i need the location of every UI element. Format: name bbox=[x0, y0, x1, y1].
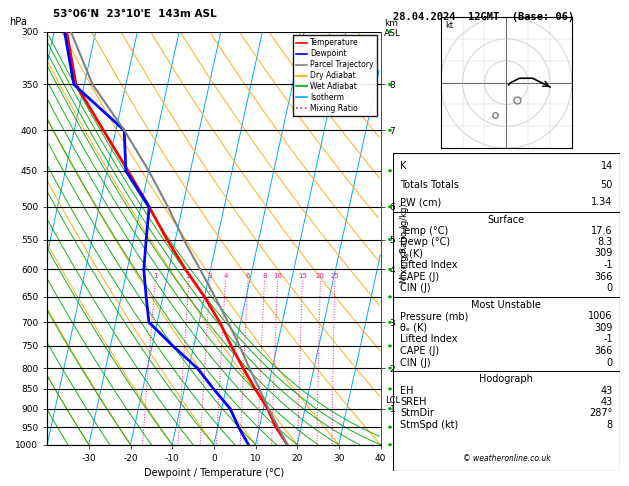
Text: Mixing Ratio (g/kg): Mixing Ratio (g/kg) bbox=[400, 203, 409, 283]
Text: -1: -1 bbox=[603, 260, 613, 270]
Text: CIN (J): CIN (J) bbox=[400, 283, 430, 293]
Text: θₑ (K): θₑ (K) bbox=[400, 323, 427, 332]
Text: StmSpd (kt): StmSpd (kt) bbox=[400, 420, 458, 430]
Text: 50: 50 bbox=[601, 180, 613, 190]
Text: CAPE (J): CAPE (J) bbox=[400, 346, 439, 356]
Text: CIN (J): CIN (J) bbox=[400, 358, 430, 367]
Text: 25: 25 bbox=[330, 273, 339, 279]
Text: 10: 10 bbox=[273, 273, 282, 279]
X-axis label: Dewpoint / Temperature (°C): Dewpoint / Temperature (°C) bbox=[144, 469, 284, 478]
Text: θₑ(K): θₑ(K) bbox=[400, 248, 424, 259]
Text: © weatheronline.co.uk: © weatheronline.co.uk bbox=[462, 454, 550, 463]
Text: ASL: ASL bbox=[384, 29, 401, 38]
Text: 8: 8 bbox=[606, 420, 613, 430]
Text: 1: 1 bbox=[153, 273, 157, 279]
Text: Lifted Index: Lifted Index bbox=[400, 334, 457, 344]
Text: 43: 43 bbox=[601, 385, 613, 396]
Text: 8: 8 bbox=[262, 273, 267, 279]
Text: 6: 6 bbox=[246, 273, 250, 279]
Text: 53°06'N  23°10'E  143m ASL: 53°06'N 23°10'E 143m ASL bbox=[53, 9, 217, 19]
Text: 2: 2 bbox=[187, 273, 191, 279]
Text: EH: EH bbox=[400, 385, 413, 396]
Text: 0: 0 bbox=[606, 358, 613, 367]
Text: Temp (°C): Temp (°C) bbox=[400, 226, 448, 236]
Text: 14: 14 bbox=[601, 161, 613, 171]
Text: StmDir: StmDir bbox=[400, 409, 434, 418]
Text: 20: 20 bbox=[316, 273, 325, 279]
Text: Lifted Index: Lifted Index bbox=[400, 260, 457, 270]
Text: Dewp (°C): Dewp (°C) bbox=[400, 237, 450, 247]
Text: PW (cm): PW (cm) bbox=[400, 197, 441, 208]
Text: 366: 366 bbox=[594, 272, 613, 281]
Text: 309: 309 bbox=[594, 323, 613, 332]
Legend: Temperature, Dewpoint, Parcel Trajectory, Dry Adiabat, Wet Adiabat, Isotherm, Mi: Temperature, Dewpoint, Parcel Trajectory… bbox=[292, 35, 377, 116]
Text: CAPE (J): CAPE (J) bbox=[400, 272, 439, 281]
Text: 287°: 287° bbox=[589, 409, 613, 418]
Text: Hodograph: Hodograph bbox=[479, 374, 533, 384]
Text: Surface: Surface bbox=[487, 215, 525, 225]
Text: 15: 15 bbox=[298, 273, 307, 279]
Text: 17.6: 17.6 bbox=[591, 226, 613, 236]
Text: Totals Totals: Totals Totals bbox=[400, 180, 459, 190]
Text: 3: 3 bbox=[208, 273, 212, 279]
Text: hPa: hPa bbox=[9, 17, 27, 27]
Text: Most Unstable: Most Unstable bbox=[471, 300, 542, 310]
Text: 4: 4 bbox=[223, 273, 228, 279]
Text: 8.3: 8.3 bbox=[598, 237, 613, 247]
Text: km: km bbox=[384, 19, 398, 29]
Text: Pressure (mb): Pressure (mb) bbox=[400, 311, 469, 321]
Text: SREH: SREH bbox=[400, 397, 426, 407]
Text: 309: 309 bbox=[594, 248, 613, 259]
Text: 43: 43 bbox=[601, 397, 613, 407]
Text: kt: kt bbox=[445, 21, 454, 31]
Text: 366: 366 bbox=[594, 346, 613, 356]
Text: 1006: 1006 bbox=[588, 311, 613, 321]
Text: -1: -1 bbox=[603, 334, 613, 344]
Text: 1.34: 1.34 bbox=[591, 197, 613, 208]
Text: 0: 0 bbox=[606, 283, 613, 293]
Text: K: K bbox=[400, 161, 406, 171]
Text: LCL: LCL bbox=[385, 396, 400, 404]
Text: 28.04.2024  12GMT  (Base: 06): 28.04.2024 12GMT (Base: 06) bbox=[393, 12, 574, 22]
